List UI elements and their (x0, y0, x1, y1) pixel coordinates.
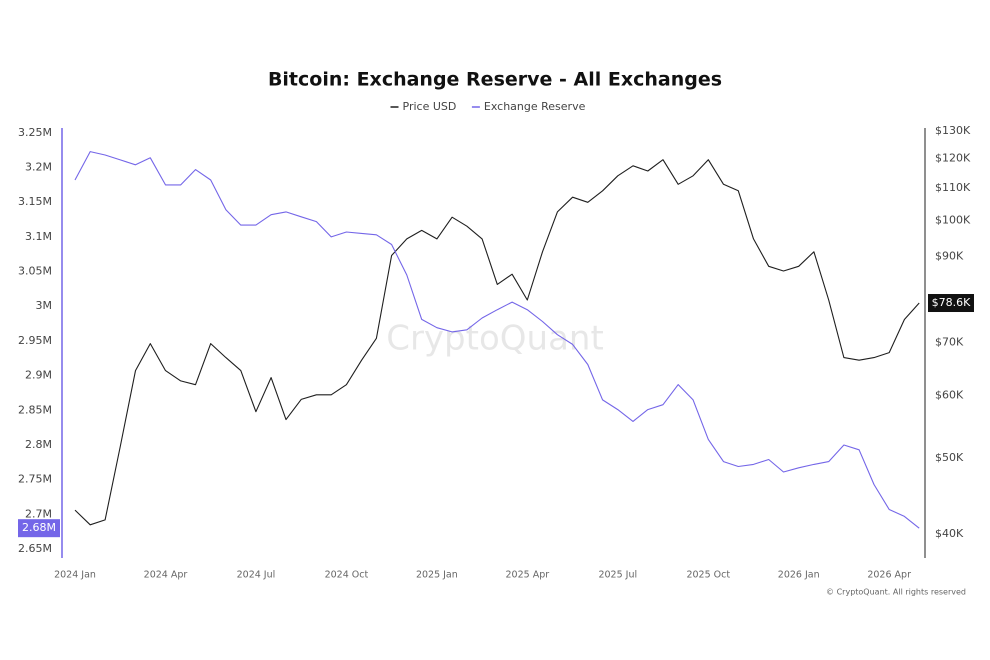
y-tick-label: 2.7M (25, 507, 52, 520)
y-tick-label: 2.75M (18, 473, 52, 486)
y-tick-label: 2.9M (25, 369, 52, 382)
y-tick-label: 3.15M (18, 195, 52, 208)
watermark: CryptoQuant (386, 319, 604, 359)
y2-tick-label: $50K (935, 451, 964, 464)
x-tick-label: 2026 Jan (778, 570, 820, 581)
x-tick-label: 2025 Oct (686, 570, 730, 581)
y-tick-label: 3.1M (25, 230, 52, 243)
x-tick-label: 2025 Jul (598, 570, 637, 581)
y2-tick-label: $60K (935, 388, 964, 401)
legend-label: Price USD (403, 100, 457, 113)
end-value-badge (18, 519, 60, 538)
chart-title: Bitcoin: Exchange Reserve - All Exchange… (268, 69, 722, 91)
end-value-label: $78.6K (932, 296, 971, 309)
x-tick-label: 2025 Apr (506, 570, 550, 581)
x-tick-label: 2026 Apr (867, 570, 911, 581)
x-tick-label: 2024 Jan (54, 570, 96, 581)
y-tick-label: 3M (36, 299, 53, 312)
series-line (74, 159, 920, 526)
y2-tick-label: $70K (935, 336, 964, 349)
x-tick-label: 2025 Jan (416, 570, 458, 581)
end-value-label: 2.68M (22, 521, 56, 534)
y-tick-label: 2.95M (18, 334, 52, 347)
y2-tick-label: $90K (935, 250, 964, 263)
y-tick-label: 2.85M (18, 403, 52, 416)
y-tick-label: 3.2M (25, 161, 52, 174)
y-tick-label: 2.65M (18, 542, 52, 555)
y2-tick-label: $110K (935, 181, 971, 194)
y-tick-label: 3.25M (18, 126, 52, 139)
x-tick-label: 2024 Jul (237, 570, 276, 581)
y2-tick-label: $100K (935, 214, 971, 227)
series-line (74, 151, 920, 529)
copyright: © CryptoQuant. All rights reserved (826, 588, 966, 597)
y2-tick-label: $130K (935, 124, 971, 137)
x-tick-label: 2024 Apr (144, 570, 188, 581)
y-tick-label: 3.05M (18, 265, 52, 278)
end-value-badge (928, 294, 974, 313)
y2-tick-label: $120K (935, 151, 971, 164)
y2-tick-label: $40K (935, 527, 964, 540)
legend-label: Exchange Reserve (484, 100, 586, 113)
x-tick-label: 2024 Oct (325, 570, 369, 581)
y-tick-label: 2.8M (25, 438, 52, 451)
